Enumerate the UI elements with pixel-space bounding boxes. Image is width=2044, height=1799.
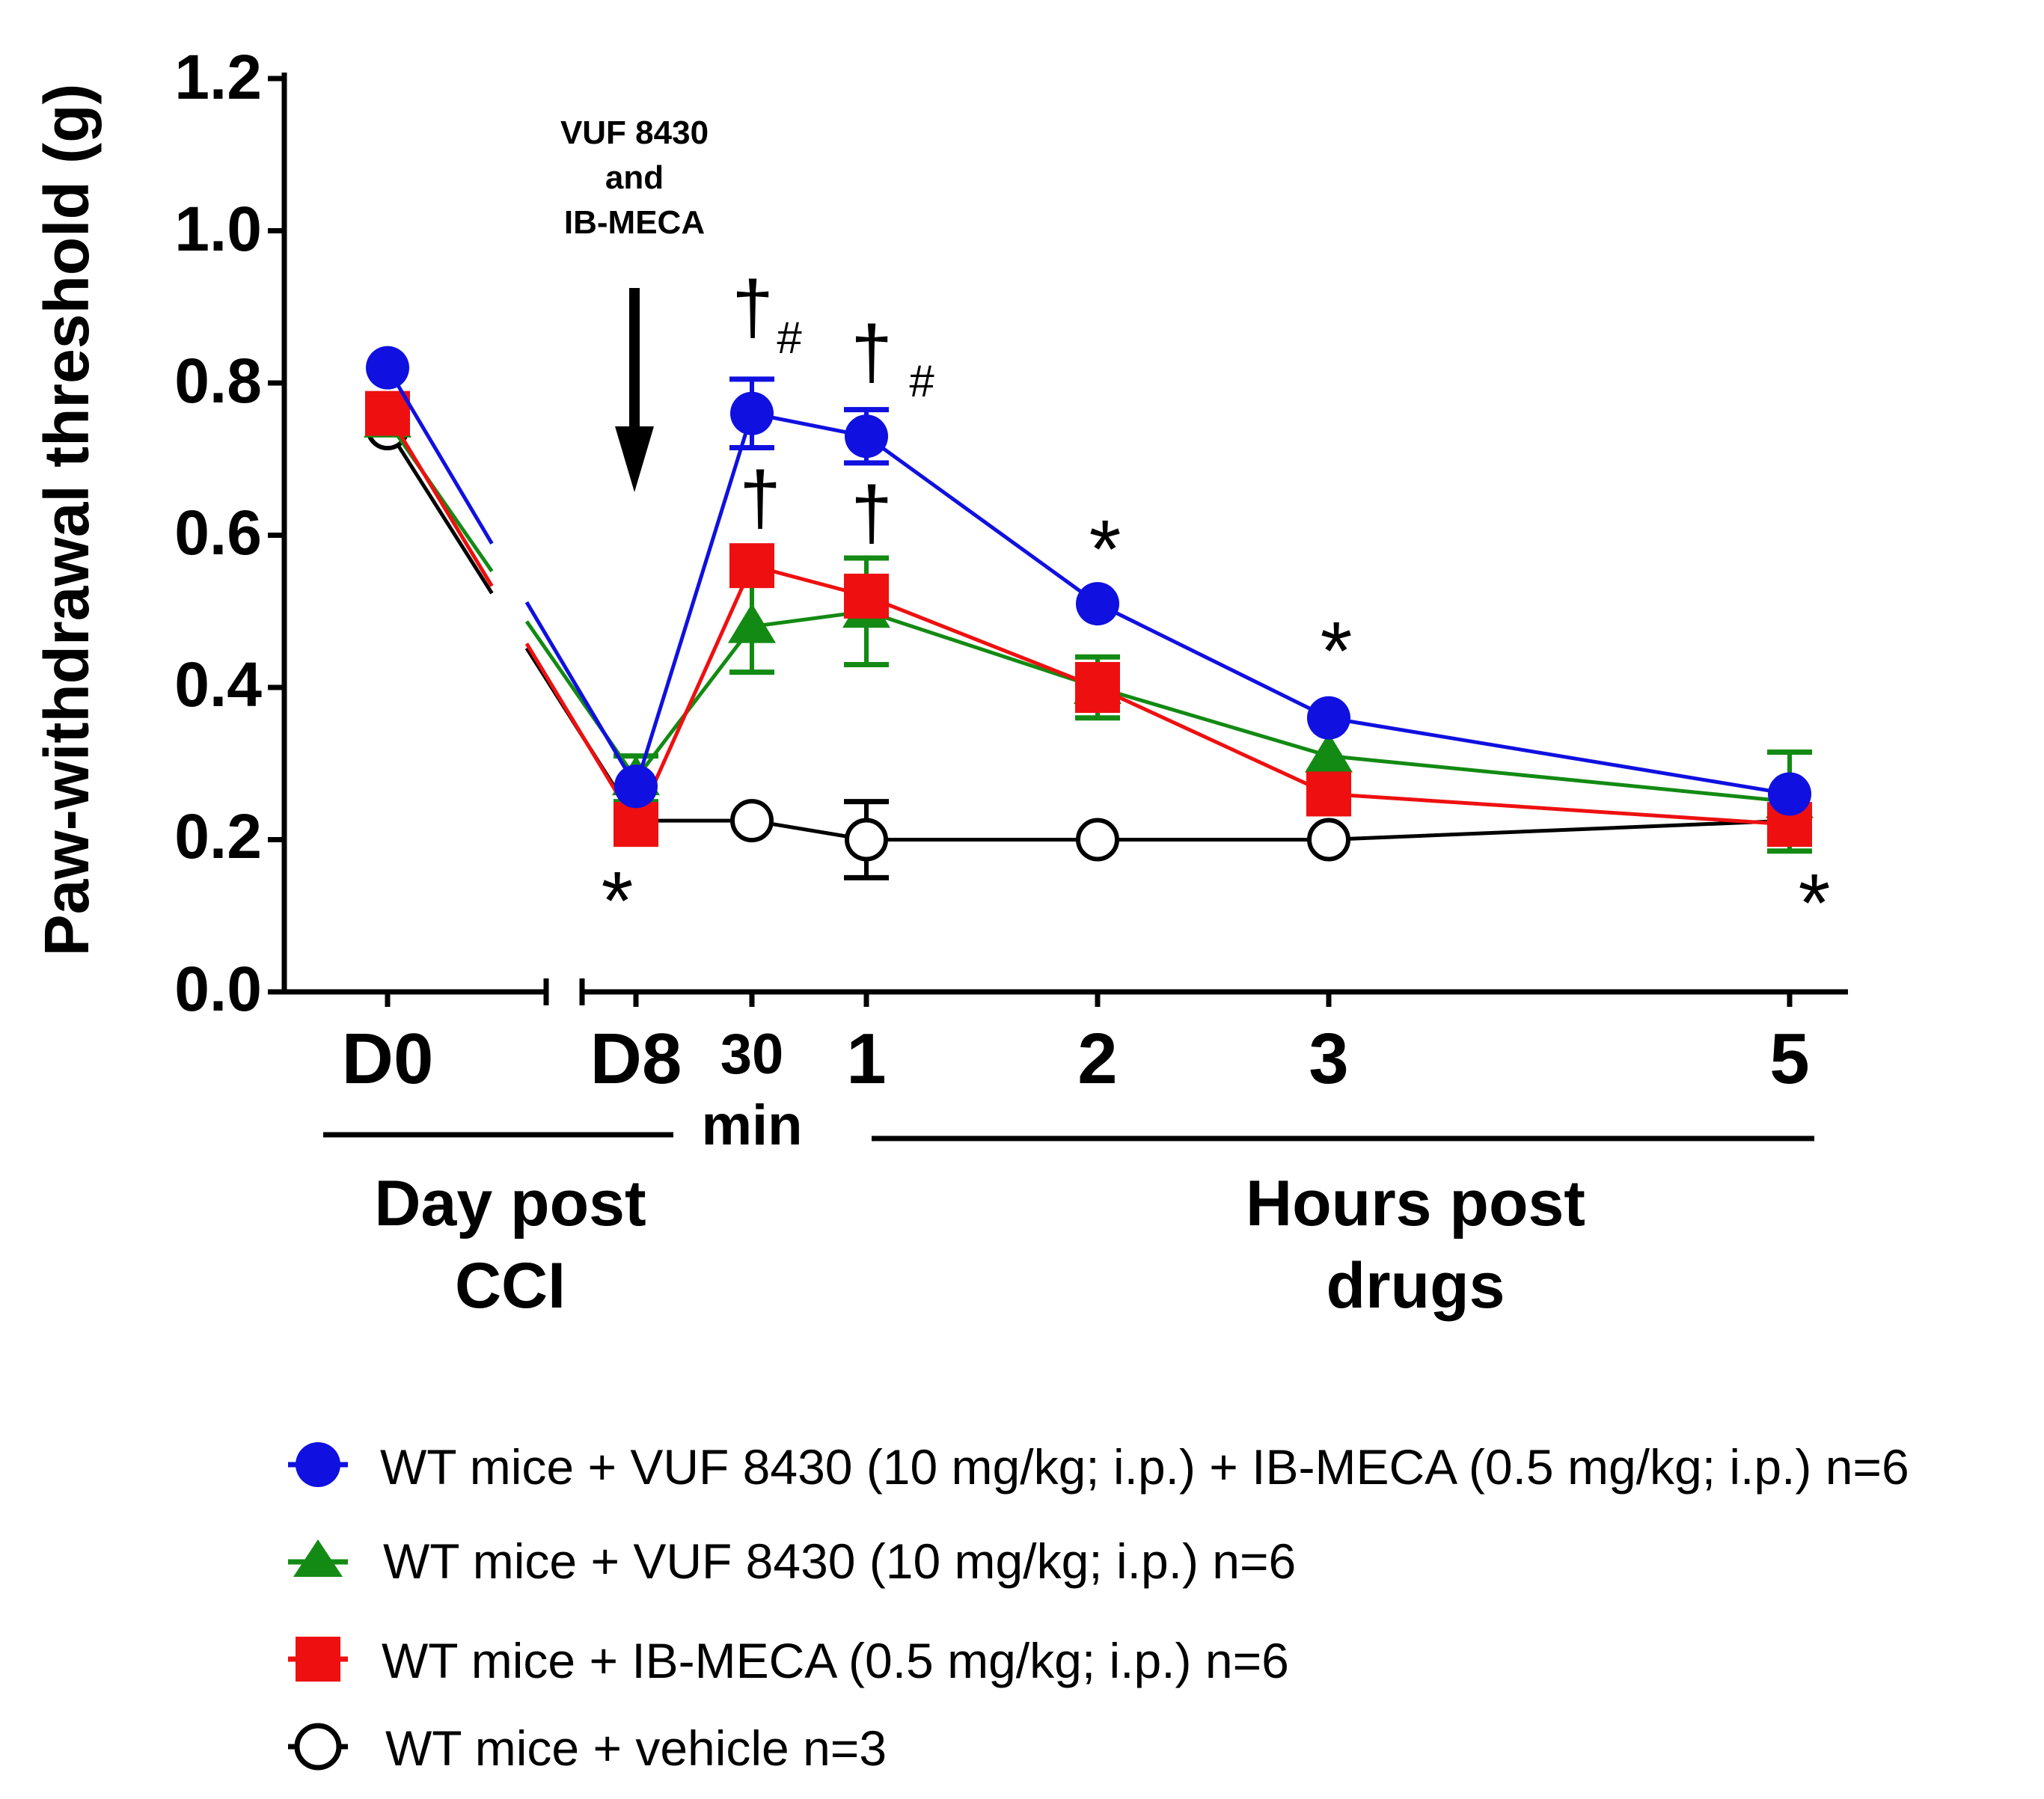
annotation-dagger-green-1h: † [851,471,893,555]
data-point-blue-0 [366,346,409,390]
y-tick-0.4: 0.4 [174,649,262,720]
annotation-dagger-blue-1h: † [851,310,893,394]
y-tick-1.2: 1.2 [174,42,262,112]
x-tick-30: 30 [720,1023,784,1086]
y-tick-0.8: 0.8 [174,346,262,416]
data-point-red-2 [729,543,774,589]
annotation-dagger-blue-30min: † [732,266,774,349]
data-point-red-3 [844,573,889,619]
data-point-black-5 [1307,818,1350,862]
x-tick-d0: D0 [342,1019,434,1099]
legend-label-green: WT mice + VUF 8430 (10 mg/kg; i.p.) n=6 [383,1533,1296,1589]
data-point-black-3 [845,818,888,862]
data-point-green-5 [1305,732,1353,773]
hours-group-label-1: Hours post [1246,1168,1585,1239]
annotation-hash-blue-30min: # [777,313,802,363]
day-group-label-1: Day post [374,1168,646,1239]
series-line-red [524,563,1790,829]
data-point-black-4 [1076,818,1119,862]
series-line-blue [524,411,1790,796]
legend-label-red: WT mice + IB-MECA (0.5 mg/kg; i.p.) n=6 [382,1633,1289,1688]
x-tick-min: min [701,1094,802,1157]
y-tick-0.2: 0.2 [174,801,262,871]
series-layer [364,346,1814,880]
x-axis-line [268,978,1848,1005]
arrow-label-line-1: VUF 8430 [560,114,709,151]
series-green [364,397,1814,854]
legend-label-black: WT mice + vehicle n=3 [385,1720,887,1776]
day-group-label-2: CCI [455,1250,566,1322]
data-point-green-2 [728,603,776,643]
series-line-red-start [385,412,494,587]
data-point-blue-6 [1768,772,1811,816]
data-point-red-4 [1075,665,1120,710]
x-tick-3h: 3 [1309,1019,1348,1099]
series-line-green [524,609,1790,804]
annotation-asterisk-2h: * [1089,503,1122,595]
series-line-black-start [385,427,494,595]
y-tick-0.0: 0.0 [174,954,262,1024]
data-point-blue-4 [1076,582,1119,626]
data-point-blue-2 [730,391,774,435]
x-tick-d8: D8 [590,1019,682,1099]
y-tick-marks [268,76,284,995]
annotation-hash-blue-1h: # [909,356,934,406]
data-point-blue-3 [845,414,888,459]
annotation-asterisk-d8: * [602,855,634,947]
legend: WT mice + VUF 8430 (10 mg/kg; i.p.) + IB… [288,1439,1909,1776]
hours-group-label-2: drugs [1327,1250,1505,1322]
data-point-red-0 [365,390,410,436]
y-tick-1.0: 1.0 [174,194,262,264]
x-tick-1h: 1 [846,1019,886,1099]
y-tick-0.6: 0.6 [174,497,262,568]
annotation-asterisk-5h: * [1799,857,1831,949]
x-tick-marks [385,992,1793,1007]
legend-entry-blue: WT mice + VUF 8430 (10 mg/kg; i.p.) + IB… [288,1439,1909,1495]
data-point-red-5 [1306,771,1351,817]
data-point-blue-5 [1307,696,1350,740]
y-axis-title: Paw-withdrawal threshold (g) [31,84,102,957]
legend-entry-red: WT mice + IB-MECA (0.5 mg/kg; i.p.) n=6 [288,1633,1289,1688]
data-point-red-1 [613,802,658,848]
data-point-black-2 [730,799,774,843]
data-point-blue-1 [614,764,658,809]
annotation-asterisk-3h: * [1321,605,1353,697]
series-black [366,407,1811,880]
legend-entry-black: WT mice + vehicle n=3 [288,1720,887,1776]
series-blue [366,346,1811,816]
series-line-blue-start [385,367,494,545]
x-tick-2h: 2 [1077,1019,1117,1099]
x-tick-5h: 5 [1769,1019,1809,1099]
annotation-dagger-red-30min: † [739,456,781,540]
legend-entry-green: WT mice + VUF 8430 (10 mg/kg; i.p.) n=6 [288,1533,1296,1589]
legend-label-blue: WT mice + VUF 8430 (10 mg/kg; i.p.) + IB… [380,1439,1909,1495]
administration-arrow [615,288,654,492]
arrow-label-line-2: and [605,159,664,196]
arrow-label-line-3: IB-MECA [564,204,705,241]
